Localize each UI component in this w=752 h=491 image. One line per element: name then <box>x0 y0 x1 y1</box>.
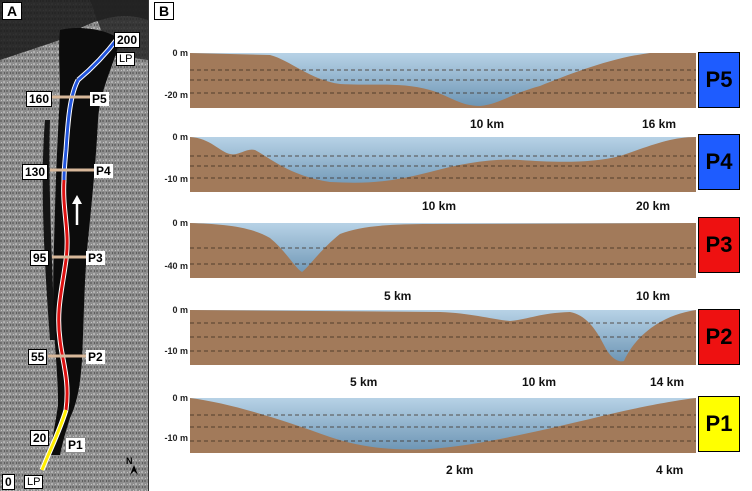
p2-distance-tick: 10 km <box>522 375 557 389</box>
north-label: N <box>126 456 133 466</box>
p5-depth-tick: -20 m <box>164 90 188 100</box>
profile-label-p3: P3 <box>698 217 740 273</box>
panel-a-letter: A <box>2 2 22 20</box>
p2-distance-tick: 5 km <box>350 375 378 389</box>
map-tag-p1: P1 <box>66 438 85 452</box>
p3-distance-tick: 5 km <box>384 289 412 303</box>
km-marker-200: 200 <box>114 32 141 48</box>
p1-distance-tick: 4 km <box>656 463 684 477</box>
p2-depth-tick: 0 m <box>172 305 188 315</box>
cross-section-panel: B 0 m -20 m 10 km 16 km P5 0 m -10 m 10 … <box>150 0 752 491</box>
lp-label-top: LP <box>116 52 136 66</box>
p4-depth-tick: -10 m <box>164 174 188 184</box>
profile-label-p2: P2 <box>698 309 740 365</box>
lp-label-bottom: LP <box>24 475 44 489</box>
p5-distance-tick: 10 km <box>470 117 505 131</box>
map-tag-p5: P5 <box>90 92 109 106</box>
p1-depth-tick: 0 m <box>172 393 188 403</box>
p4-distance-tick: 20 km <box>636 199 671 213</box>
km-marker-130: 130 <box>22 164 49 180</box>
profile-p5-plot <box>190 53 696 108</box>
km-marker-0: 0 <box>2 474 15 490</box>
p1-distance-tick: 2 km <box>446 463 474 477</box>
map-tag-p4: P4 <box>94 164 113 178</box>
profile-label-p1: P1 <box>698 396 740 452</box>
map-tag-p3: P3 <box>86 251 105 265</box>
satellite-map <box>0 0 148 491</box>
p1-depth-tick: -10 m <box>164 433 188 443</box>
p3-depth-tick: -40 m <box>164 261 188 271</box>
km-marker-55: 55 <box>28 349 48 365</box>
km-marker-20: 20 <box>30 430 50 446</box>
km-marker-95: 95 <box>30 250 50 266</box>
p2-depth-tick: -10 m <box>164 346 188 356</box>
profile-p1-plot <box>190 398 696 453</box>
p4-depth-tick: 0 m <box>172 132 188 142</box>
p4-distance-tick: 10 km <box>422 199 457 213</box>
profile-p3-plot <box>190 223 696 278</box>
p3-distance-tick: 10 km <box>636 289 671 303</box>
km-marker-160: 160 <box>26 91 53 107</box>
map-tag-p2: P2 <box>86 350 105 364</box>
profile-label-p4: P4 <box>698 134 740 190</box>
profile-p2-plot <box>190 310 696 365</box>
p5-depth-tick: 0 m <box>172 48 188 58</box>
p2-distance-tick: 14 km <box>650 375 685 389</box>
satellite-map-panel: A 200 LP 160 P5 130 P4 95 P3 55 P2 20 P1… <box>0 0 149 491</box>
p3-depth-tick: 0 m <box>172 218 188 228</box>
p5-distance-tick: 16 km <box>642 117 677 131</box>
profile-label-p5: P5 <box>698 52 740 108</box>
panel-b-letter: B <box>154 2 174 20</box>
profile-p4-plot <box>190 137 696 192</box>
